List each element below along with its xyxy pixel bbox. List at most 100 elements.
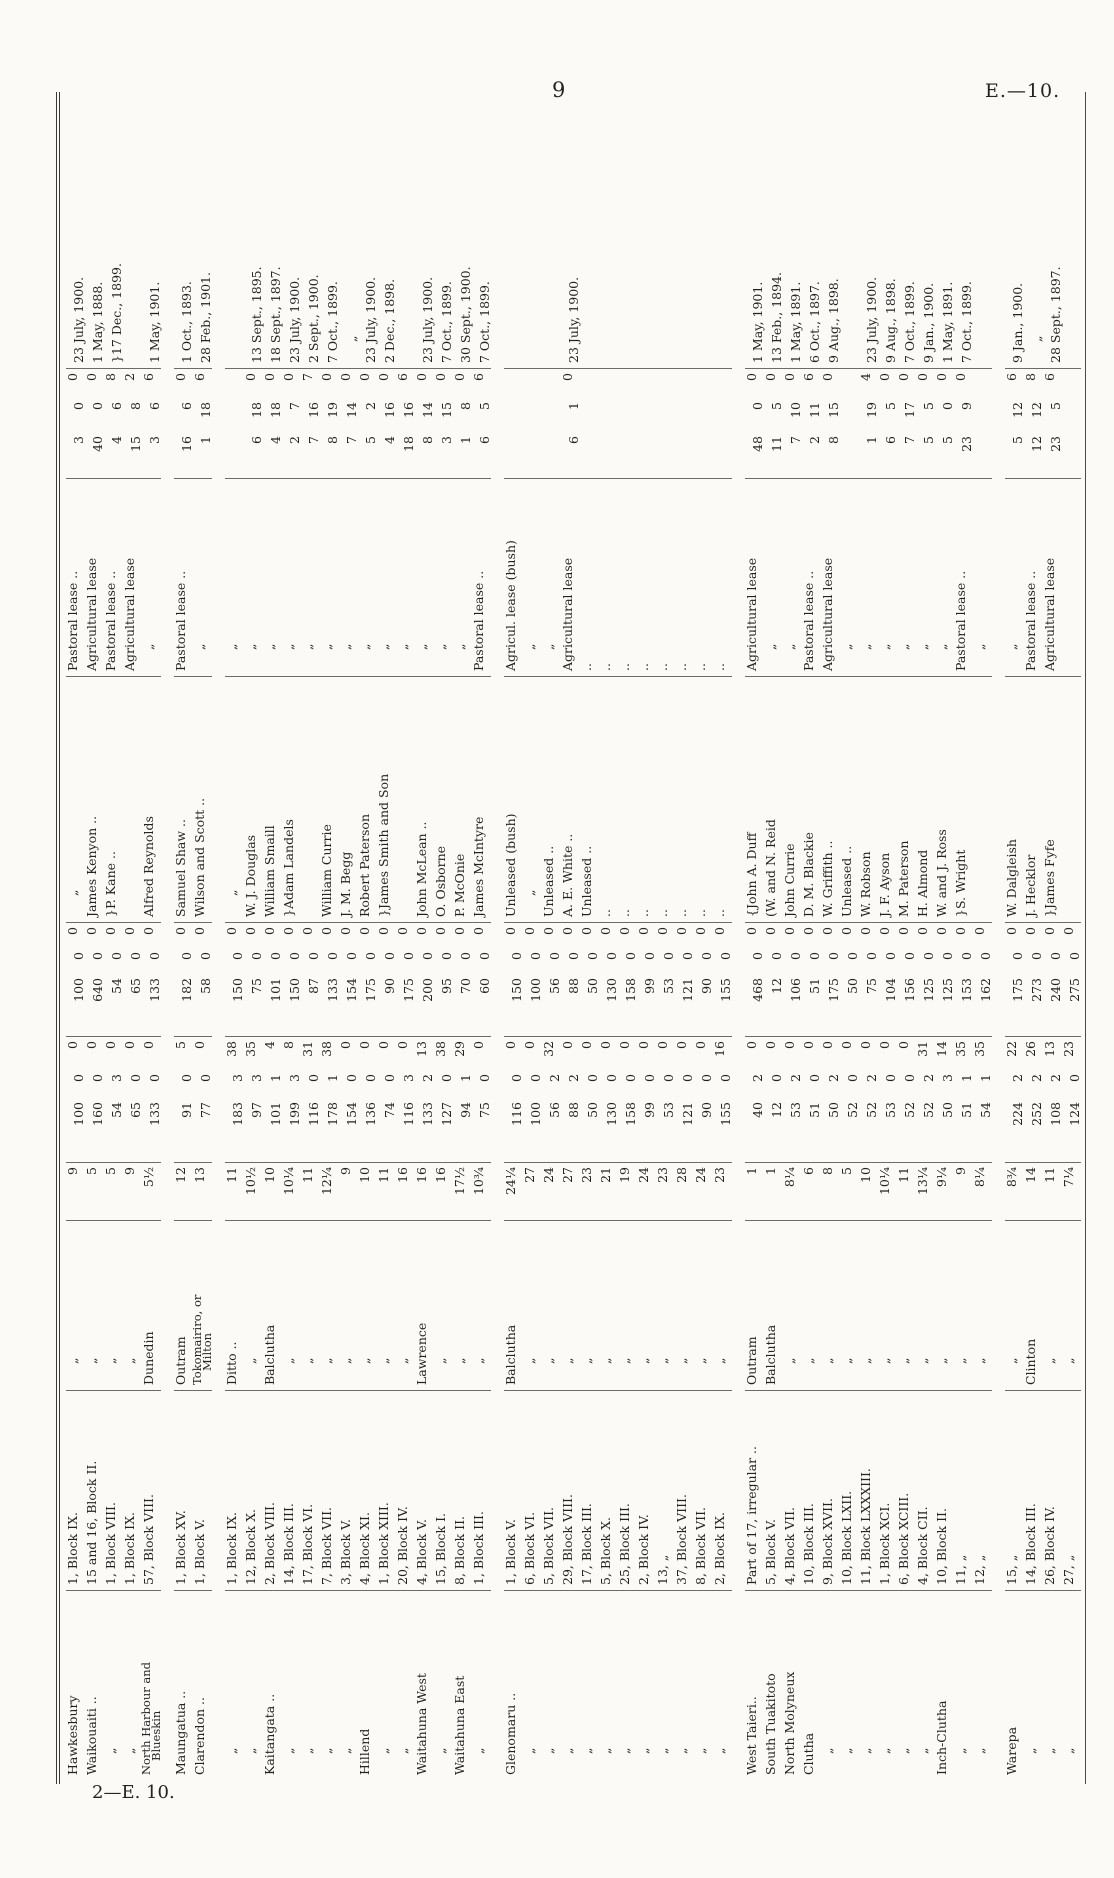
cell-lessee: .. <box>693 676 713 922</box>
cell-area-perches: 0 <box>503 1036 523 1070</box>
cell-value-pounds: 53 <box>661 978 676 994</box>
cell-section-block: 11, Block LXXXIII. <box>858 1390 878 1590</box>
cell-district: Waitahuna West <box>414 1590 434 1780</box>
cell-distance-miles: 5 <box>84 1162 104 1220</box>
cell-area-acres: 154 <box>344 1102 359 1126</box>
cell-value-shillings: 0 <box>401 952 416 960</box>
cell-rent-shillings: 18 <box>198 402 213 418</box>
cell-area-perches: 31 <box>915 1036 935 1070</box>
cell-area-perches: 0 <box>65 1036 85 1070</box>
cell-value-pence: 0 <box>522 922 542 948</box>
cell-lease-date: 9 Jan., 1900. <box>921 282 936 363</box>
cell-locality: Clinton <box>1023 1220 1043 1390</box>
table-row: Kaitangata .. 2, Block VIII. Balclutha 1… <box>262 92 283 1780</box>
table-row: „ 3, Block V. „ 9 154 0 0 154 0 0 J. M. … <box>338 92 359 1780</box>
cell-value-pence: 0 <box>338 922 358 948</box>
cell-value-shillings: 0 <box>90 952 105 960</box>
cell-section-block: 10, Block II. <box>934 1390 954 1590</box>
cell-distance-miles: 9 <box>953 1162 973 1220</box>
table-row: „ 25, Block III. „ 19 158 0 0 158 0 0 ..… <box>617 92 638 1780</box>
table-row: Waitahuna East 8, Block II. „ 17½ 94 1 2… <box>452 92 473 1780</box>
cell-lessee: }James Fyfe <box>1042 676 1062 922</box>
cell-tenure: „ <box>858 478 878 676</box>
cell-area-roods: 0 <box>198 1074 213 1082</box>
cell-section-block: 14, Block III. <box>1023 1390 1043 1590</box>
cell-rent-pounds: 4 <box>268 436 283 444</box>
cell-locality: „ <box>319 1220 339 1390</box>
cell-rent-shillings: 11 <box>807 402 822 418</box>
cell-locality: „ <box>281 1220 301 1390</box>
cell-section-block: 2, Block VIII. <box>262 1390 282 1590</box>
cell-area-roods: 0 <box>509 1074 524 1082</box>
table-row: North Molyneux 4, Block VII. „ 8¼ 53 2 0… <box>782 92 803 1780</box>
cell-distance-miles: 11 <box>376 1162 396 1220</box>
cell-locality: „ <box>915 1220 935 1390</box>
cell-value-pounds: 50 <box>585 978 600 994</box>
cell-area-acres: 94 <box>458 1102 473 1118</box>
cell-value-pence: 0 <box>103 922 123 948</box>
cell-area-perches: 0 <box>122 1036 142 1070</box>
cell-value-shillings: 0 <box>179 952 194 960</box>
cell-locality: „ <box>782 1220 802 1390</box>
cell-value-pence: 0 <box>896 922 916 948</box>
cell-distance-miles: 17½ <box>452 1162 472 1220</box>
cell-lease-date: }17 Dec., 1899. <box>109 263 124 363</box>
cell-lessee <box>396 676 415 922</box>
cell-value-pence: 0 <box>820 922 840 948</box>
cell-section-block: 25, Block III. <box>617 1390 637 1590</box>
cell-value-pence: 0 <box>934 922 954 948</box>
cell-value-pence: 0 <box>782 922 802 948</box>
cell-rent-shillings: 7 <box>287 402 302 410</box>
cell-rent-shillings: 5 <box>769 402 784 410</box>
table-row: West Taieri.. Part of 17, irregular .. O… <box>744 92 765 1780</box>
cell-locality: „ <box>471 1220 491 1390</box>
cell-rent-shillings: 5 <box>883 402 898 410</box>
cell-area-acres: 52 <box>921 1102 936 1118</box>
cell-section-block: 6, Block VI. <box>522 1390 542 1590</box>
cell-area-roods: 2 <box>1048 1074 1063 1082</box>
cell-value-pence: 0 <box>471 922 491 948</box>
cell-district: „ <box>319 1590 339 1780</box>
cell-distance-miles: 24 <box>636 1162 656 1220</box>
cell-value-pounds: 12 <box>769 978 784 994</box>
cell-value-shillings: 0 <box>826 952 841 960</box>
cell-rent-shillings: 16 <box>382 402 397 418</box>
cell-area-acres: 100 <box>71 1102 86 1126</box>
cell-distance-miles: 9 <box>65 1162 85 1220</box>
cell-area-perches: 0 <box>763 1036 783 1070</box>
cell-rent-pounds: 23 <box>959 436 974 452</box>
cell-locality: „ <box>1061 1220 1081 1390</box>
cell-rent-pence <box>675 368 694 398</box>
cell-tenure: Pastoral lease .. <box>65 478 85 676</box>
cell-area-perches: 23 <box>1061 1036 1081 1070</box>
cell-rent-pounds: 8 <box>325 436 340 444</box>
cell-tenure: „ <box>243 478 263 676</box>
cell-rent-pounds: 8 <box>420 436 435 444</box>
cell-area-roods: 3 <box>109 1074 124 1082</box>
cell-rent-shillings: 16 <box>306 402 321 418</box>
cell-area-perches: 8 <box>281 1036 301 1070</box>
cell-value-shillings: 0 <box>807 952 822 960</box>
cell-area-perches: 14 <box>934 1036 954 1070</box>
cell-rent-pence: 0 <box>877 368 897 398</box>
cell-area-roods: 0 <box>147 1074 162 1082</box>
cell-locality: „ <box>338 1220 358 1390</box>
cell-district: „ <box>243 1590 263 1780</box>
cell-district: „ <box>693 1590 713 1780</box>
cell-rent-pounds: 7 <box>344 436 359 444</box>
cell-area-roods: 0 <box>623 1074 638 1082</box>
cell-value-pounds: 275 <box>1067 978 1082 1002</box>
cell-lease-date: 7 Oct., 1899. <box>902 281 917 363</box>
cell-value-pence: 0 <box>1042 922 1062 948</box>
cell-distance-miles: 12 <box>173 1162 193 1220</box>
cell-area-roods: 0 <box>382 1074 397 1082</box>
cell-tenure: „ <box>763 478 783 676</box>
cell-rent-pounds: 23 <box>1048 436 1063 452</box>
cell-rent-pence: 0 <box>915 368 935 398</box>
cell-locality: „ <box>1042 1220 1062 1390</box>
table-row: Waitahuna West 4, Block V. Lawrence 16 1… <box>414 92 435 1780</box>
cell-area-acres: 99 <box>642 1102 657 1118</box>
cell-area-perches: 38 <box>224 1036 244 1070</box>
cell-area-roods: 1 <box>458 1074 473 1082</box>
cell-value-pounds: 468 <box>750 978 765 1002</box>
